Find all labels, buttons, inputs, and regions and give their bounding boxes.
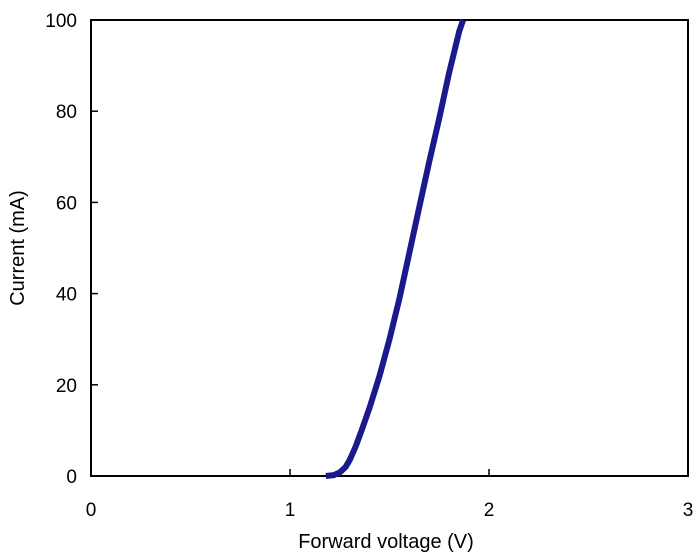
plot-area-frame [90,19,689,477]
x-tick-label: 0 [86,500,97,521]
series-layer [325,19,466,479]
y-tick-label: 100 [45,11,77,32]
x-tick-label: 1 [285,500,296,521]
y-tick-label: 80 [56,102,77,123]
y-tick-label: 40 [56,285,77,306]
y-tick-label: 20 [56,376,77,397]
x-axis-ticks: 0 1 2 3 [86,469,694,521]
iv-curve-line [325,19,466,479]
y-axis-title: Current (mA) [7,190,29,306]
y-tick-label: 0 [66,467,77,488]
x-tick-label: 2 [484,500,495,521]
x-tick-label: 3 [683,500,694,521]
x-axis-title: Forward voltage (V) [298,531,474,553]
y-axis-ticks: 0 20 40 60 80 100 [45,11,98,488]
y-tick-label: 60 [56,193,77,214]
